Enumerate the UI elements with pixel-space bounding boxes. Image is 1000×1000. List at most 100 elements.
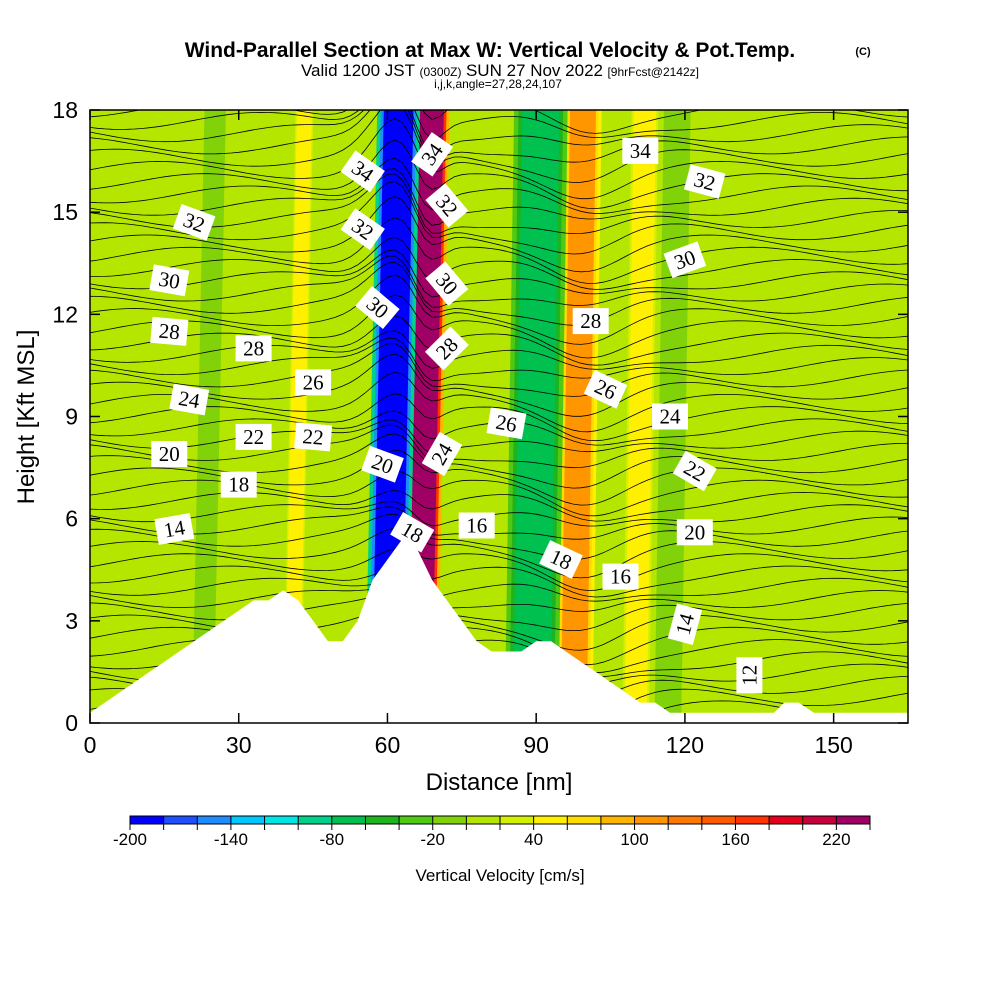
contour-label: 18 (220, 471, 257, 498)
isentrope-line (90, 168, 908, 226)
x-tick-label: 30 (226, 732, 252, 758)
isentrope-line (90, 424, 908, 469)
x-tick-label: 0 (84, 732, 97, 758)
contour-label: 14 (154, 512, 195, 545)
contour-label: 32 (172, 204, 216, 241)
contour-label-box (486, 407, 527, 440)
contour-label-box (602, 563, 639, 590)
colorbar-swatch (769, 816, 804, 824)
contour-label: 22 (294, 422, 333, 452)
contour-label-box (154, 512, 195, 545)
isentrope-line (90, 353, 908, 417)
colorbar-swatch (365, 816, 400, 824)
colorbar-tick-label: 160 (721, 830, 749, 849)
isentrope-line (90, 433, 908, 489)
isentrope-line (90, 513, 908, 560)
colorbar-tick-label: 220 (822, 830, 850, 849)
colorbar-swatch (466, 816, 501, 824)
contour-label: 20 (151, 441, 188, 467)
contour-label-text: 34 (630, 139, 652, 163)
contour-label-text: 30 (157, 267, 182, 294)
contour-label-box (411, 132, 454, 177)
x-tick-label: 120 (666, 732, 704, 758)
isentrope-line (90, 419, 908, 455)
colorbar-swatch (298, 816, 333, 824)
y-axis-label: Height [Kft MSL] (13, 330, 40, 505)
contour-label-text: 16 (466, 514, 487, 538)
contour-label-text: 12 (737, 665, 761, 686)
subtitle-date: SUN 27 Nov 2022 (466, 61, 603, 80)
velocity-band (195, 110, 223, 723)
contour-label-box (539, 540, 583, 579)
colorbar-swatch (600, 816, 635, 824)
colorbar-tick-label: -200 (113, 830, 147, 849)
isentrope-line (90, 527, 908, 579)
contour-label-box (652, 403, 688, 430)
isentrope-line (90, 294, 908, 359)
contour-label-text: 24 (177, 386, 202, 413)
axes: 0 30 60 90 120 150 0 3 6 9 12 15 18 (52, 97, 908, 758)
isentrope-line (90, 393, 908, 442)
contour-label: 24 (169, 383, 210, 416)
contour-label-text: 18 (228, 473, 249, 497)
contour-label: 14 (667, 603, 703, 645)
isentrope-line (90, 506, 908, 540)
isentrope-line (90, 343, 908, 397)
contour-label: 32 (683, 164, 726, 199)
subtitle-forecast: [9hrFcst@2142z] (607, 65, 699, 79)
colorbar-tick-label: -140 (214, 830, 248, 849)
x-tick-label: 90 (523, 732, 549, 758)
isentrope-line (90, 110, 908, 163)
contour-label-box (340, 150, 385, 193)
contour-label: 34 (622, 137, 659, 164)
isentrope-line (90, 261, 908, 326)
contour-label-text: 24 (660, 405, 682, 429)
colorbar-swatch (197, 816, 232, 824)
colorbar-swatch (230, 816, 265, 824)
contour-label-box (683, 164, 726, 199)
y-tick-label: 15 (52, 199, 78, 225)
isentrope-line (90, 315, 908, 366)
y-tick-label: 9 (65, 404, 78, 430)
contour-label-box (424, 326, 469, 371)
isentrope-line (90, 196, 908, 273)
contour-label-box (572, 308, 609, 335)
contour-label-text: 26 (303, 370, 324, 394)
isentrope-line (90, 337, 908, 382)
isentrope-line (90, 110, 908, 183)
contour-label-box (622, 137, 659, 164)
colorbar-swatch (163, 816, 198, 824)
isentrope-line (90, 181, 908, 255)
contour-label: 16 (458, 512, 495, 539)
contour-label-box (390, 512, 435, 553)
isentrope-line (90, 118, 908, 200)
contour-label-text: 14 (162, 515, 187, 542)
isentrope-line (90, 501, 908, 527)
contour-label-box (294, 422, 333, 452)
title-mark: (C) (855, 46, 871, 58)
contour-label: 22 (235, 423, 272, 450)
colorbar-swatch (533, 816, 568, 824)
isentrope-line (90, 577, 908, 602)
contour-label: 24 (652, 403, 688, 430)
contour-label-text: 28 (158, 319, 181, 345)
x-tick-label: 60 (375, 732, 401, 758)
isentrope-line (90, 139, 908, 210)
colorbar-swatch (668, 816, 703, 824)
contour-label-box (736, 657, 763, 694)
contour-label: 20 (361, 445, 404, 483)
contour-label-box (667, 603, 703, 645)
colorbar-tick-label: 100 (620, 830, 648, 849)
x-tick-label: 150 (814, 732, 852, 758)
colorbar-swatch (802, 816, 837, 824)
y-tick-label: 18 (52, 97, 78, 123)
isentrope-line (90, 217, 908, 284)
colorbar-swatch (836, 816, 871, 824)
contour-label-box (355, 285, 400, 330)
contour-label-box (458, 512, 495, 539)
contour-label-box (169, 383, 210, 416)
contour-label: 26 (295, 369, 332, 396)
contour-label-box (425, 261, 469, 306)
isentrope-line (90, 330, 908, 370)
